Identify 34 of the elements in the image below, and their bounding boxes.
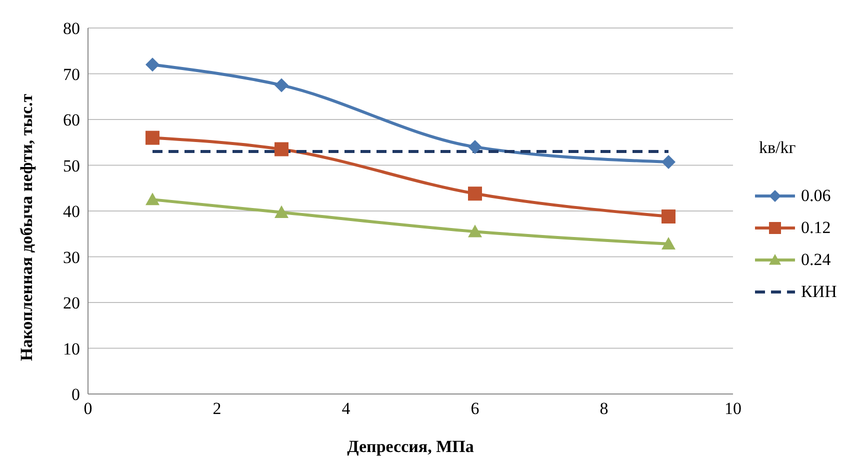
point [274, 142, 288, 156]
x-tick-label: 2 [212, 399, 222, 418]
point [662, 155, 676, 170]
point [468, 224, 482, 238]
point [146, 192, 160, 206]
x-tick-label: 8 [600, 399, 608, 418]
y-tick-label: 50 [63, 156, 80, 176]
x-tick-label: 0 [84, 399, 92, 418]
point [662, 236, 676, 250]
y-tick-label: 40 [63, 202, 80, 222]
legend-label: 0.12 [801, 218, 831, 238]
x-tick-label: 4 [342, 399, 351, 418]
legend-label: 0.24 [801, 250, 831, 270]
x-tick-label: 6 [470, 399, 480, 418]
y-tick-label: 0 [72, 385, 80, 404]
point [468, 186, 482, 201]
point [274, 78, 288, 92]
point [274, 205, 288, 218]
y-tick-label: 80 [63, 19, 80, 38]
point [662, 209, 676, 224]
legend-label: КИН [801, 282, 837, 302]
legend-title: kв/kг [759, 138, 797, 158]
y-tick-label: 70 [63, 64, 80, 84]
y-tick-label: 30 [63, 248, 80, 267]
y-tick-label: 10 [63, 339, 80, 358]
y-axis-title: Накопленная добыча нефти, тыс.т [17, 93, 36, 361]
y-tick-label: 20 [63, 294, 80, 313]
x-axis-title: Депрессия, МПа [347, 437, 474, 456]
x-tick-label: 10 [724, 399, 742, 418]
y-tick-label: 60 [63, 110, 80, 130]
point [468, 140, 482, 154]
point [146, 58, 160, 72]
legend-label: 0.06 [801, 186, 831, 206]
point [146, 130, 160, 145]
